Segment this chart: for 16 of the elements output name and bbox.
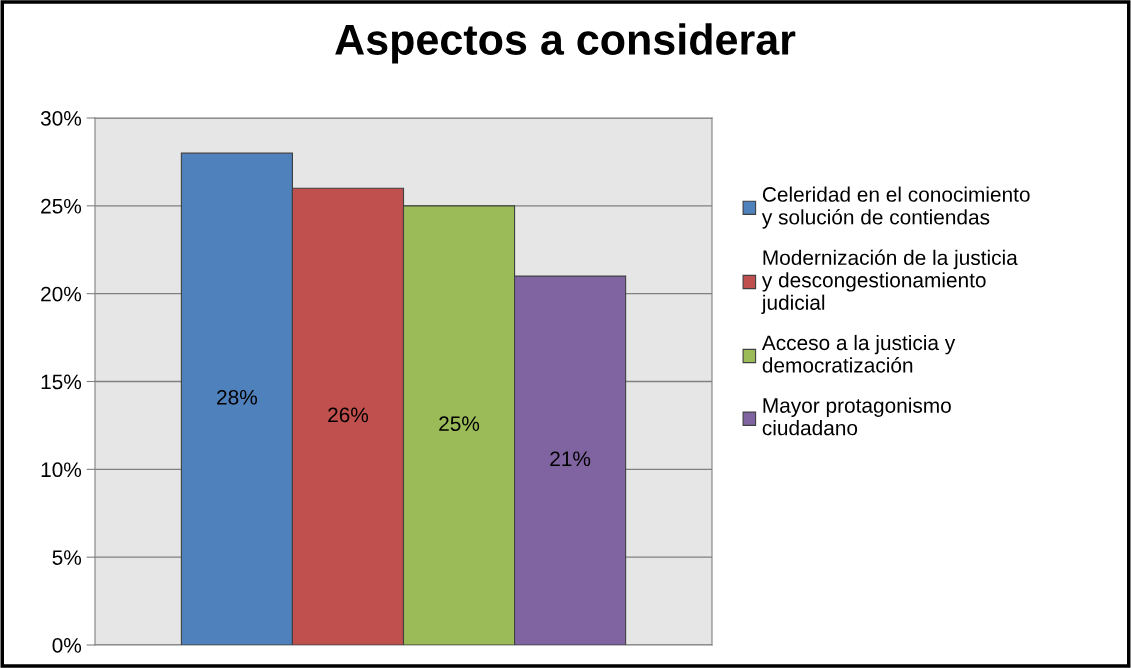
- y-tick-label: 20%: [41, 286, 82, 302]
- y-tick-label: 0%: [52, 638, 82, 653]
- data-label: 25%: [439, 416, 480, 432]
- data-label: 26%: [328, 407, 369, 423]
- y-tick-label: 5%: [52, 550, 82, 565]
- legend-label: Modernización de la justicia y descongestionamiento judicial: [761, 249, 1018, 315]
- data-label: 28%: [217, 389, 258, 405]
- chart-title: Aspectos a considerar: [335, 23, 796, 64]
- legend-label: Celeridad en el conocimiento y solución de contiendas: [761, 186, 1030, 229]
- legend-label: Mayor protagonismo ciudadano: [762, 397, 951, 436]
- y-tick-label: 15%: [41, 374, 82, 390]
- y-tick-label: 30%: [40, 111, 82, 126]
- legend-label: Acceso a la justicia y democratización: [761, 334, 956, 373]
- y-tick-label: 10%: [41, 462, 82, 478]
- y-tick-label: 25%: [41, 198, 82, 214]
- data-label: 21%: [550, 451, 591, 467]
